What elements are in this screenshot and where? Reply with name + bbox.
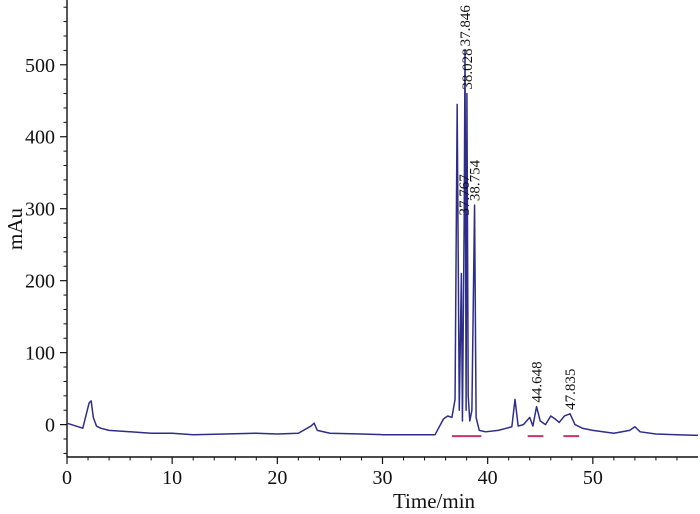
axes: [66, 0, 698, 458]
x-tick-label: 0: [62, 467, 72, 489]
x-tick-label: 30: [373, 467, 393, 489]
x-tick-label: 40: [478, 467, 498, 489]
plot-area: [66, 49, 699, 438]
peak-label: 38.028: [460, 48, 476, 89]
y-tick-label: 0: [45, 415, 55, 437]
x-axis-title: Time/min: [393, 489, 476, 513]
y-tick-label: 200: [25, 271, 55, 293]
y-tick-label: 500: [25, 55, 55, 77]
y-tick-label: 400: [25, 127, 55, 149]
x-tick-label: 20: [267, 467, 287, 489]
chromatogram-trace: [66, 49, 699, 437]
peak-label: 37.846: [458, 5, 474, 47]
x-tick-label: 50: [583, 467, 603, 489]
peak-label: 37.767: [457, 174, 473, 216]
y-tick-label: 100: [25, 343, 55, 365]
peak-label: 38.754: [468, 159, 484, 201]
peak-label: 44.648: [530, 361, 546, 402]
y-tick-label: 300: [25, 199, 55, 221]
y-axis-title: mAu: [3, 208, 27, 251]
x-tick-label: 10: [162, 467, 182, 489]
peak-label: 47.835: [563, 369, 579, 410]
